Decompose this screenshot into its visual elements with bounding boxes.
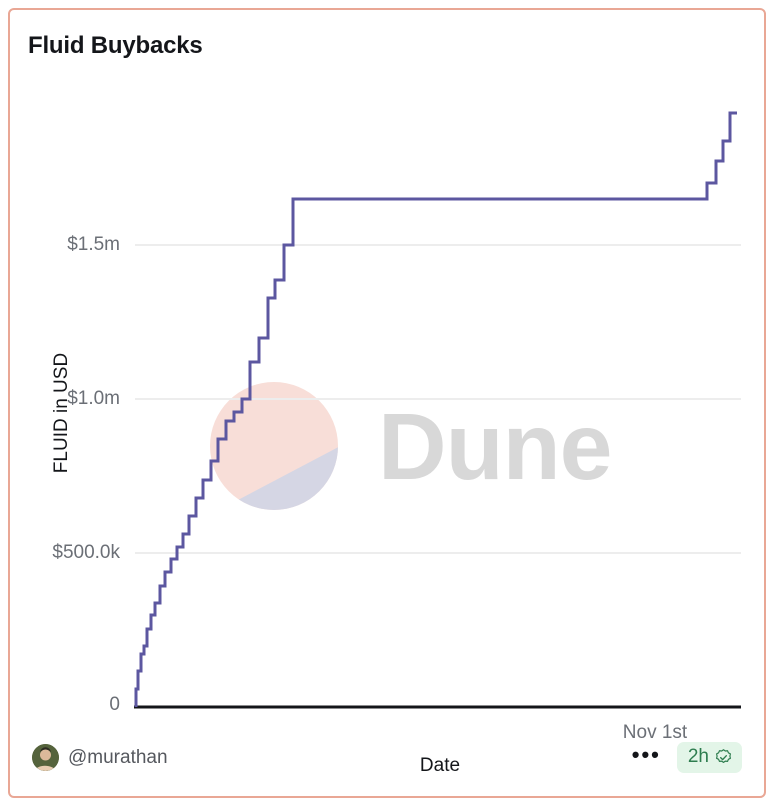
y-tick-label: $500.0k [52,542,120,563]
y-axis-title: FLUID in USD [51,352,72,474]
x-axis-title: Date [419,755,461,776]
x-tick-label-nov-1st: Nov 1st [622,722,688,743]
chart-svg [134,111,741,709]
freshness-label: 2h [687,746,709,767]
y-tick-label: 0 [109,694,120,715]
buybacks-step-line [134,111,737,707]
footer-actions: ••• 2h [630,742,742,773]
badge-check-icon [716,748,731,763]
dune-chart-card: Fluid Buybacks Dune [8,8,766,798]
chart-plot-area[interactable]: Dune $1.5m $1.0m $500.0k 0 FLU [10,10,764,776]
avatar-image [32,744,59,771]
more-options-icon[interactable]: ••• [631,741,661,767]
y-tick-label: $1.0m [67,388,120,409]
avatar[interactable] [32,744,59,771]
author-link[interactable]: @murathan [32,744,168,771]
author-handle: @murathan [68,746,168,768]
status-badge[interactable]: 2h [676,742,742,773]
y-tick-label: $1.5m [67,234,120,255]
card-footer: @murathan ••• 2h [10,740,764,784]
chart-gridlines [135,244,741,554]
page-title: Fluid Buybacks [28,32,203,59]
